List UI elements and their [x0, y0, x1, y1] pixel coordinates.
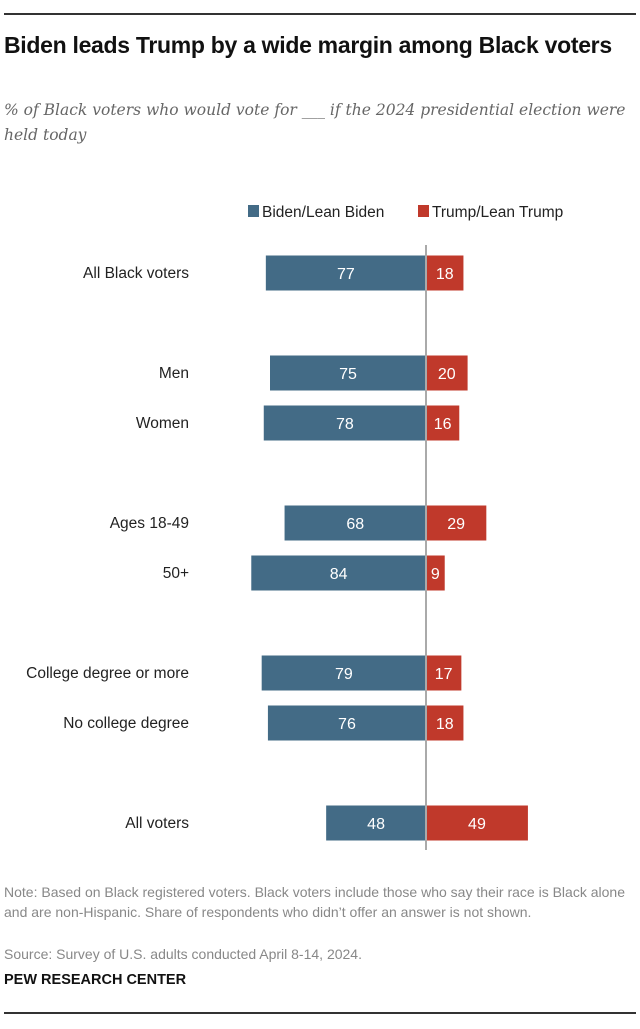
data-label-trump: 18	[436, 716, 454, 733]
bar-trump	[426, 555, 445, 591]
data-label-biden: 76	[338, 716, 356, 733]
category-label: College degree or more	[26, 665, 189, 682]
bar-biden	[265, 255, 426, 291]
bar-trump	[426, 505, 487, 541]
legend-swatch-1	[418, 205, 429, 217]
category-label: Women	[136, 415, 189, 432]
data-label-trump: 17	[435, 666, 453, 683]
chart: Biden/Lean Biden Trump/Lean Trump All Blac…	[26, 204, 563, 850]
data-label-biden: 78	[336, 416, 354, 433]
data-label-biden: 75	[339, 366, 357, 383]
data-label-trump: 16	[434, 416, 452, 433]
bar-trump	[426, 805, 528, 841]
legend-swatch-0	[248, 205, 259, 217]
category-label: Ages 18-49	[110, 515, 189, 532]
legend-label-1: Trump/Lean Trump	[432, 204, 563, 221]
data-label-biden: 48	[367, 816, 385, 833]
bar-biden	[263, 405, 426, 441]
bar-trump	[426, 355, 468, 391]
bar-biden	[326, 805, 426, 841]
data-label-trump: 20	[438, 366, 456, 383]
data-label-trump: 9	[431, 566, 440, 583]
category-label: No college degree	[63, 715, 189, 732]
data-label-biden: 77	[337, 266, 355, 283]
chart-title: Biden leads Trump by a wide margin among…	[4, 32, 612, 58]
bar-trump	[426, 705, 464, 741]
bottom-rule	[4, 1012, 636, 1014]
note: Note: Based on Black registered voters. …	[4, 884, 625, 920]
bar-biden	[267, 705, 426, 741]
bar-biden	[251, 555, 426, 591]
bar-trump	[426, 255, 464, 291]
data-label-biden: 68	[346, 516, 364, 533]
source: Source: Survey of U.S. adults conducted …	[4, 946, 362, 962]
category-label: 50+	[163, 565, 189, 582]
data-label-biden: 84	[330, 566, 348, 583]
bar-biden	[261, 655, 426, 691]
top-rule	[4, 13, 636, 15]
category-label: Men	[159, 365, 189, 382]
data-label-trump: 29	[447, 516, 465, 533]
bar-biden	[284, 505, 426, 541]
category-label: All voters	[125, 815, 189, 832]
bar-trump	[426, 655, 462, 691]
data-label-trump: 49	[468, 816, 486, 833]
bar-biden	[270, 355, 426, 391]
data-label-biden: 79	[335, 666, 353, 683]
category-label: All Black voters	[83, 265, 189, 282]
brand-logo: PEW RESEARCH CENTER	[4, 972, 187, 988]
legend-label-0: Biden/Lean Biden	[262, 204, 384, 221]
chart-subtitle: % of Black voters who would vote for ___…	[4, 101, 626, 144]
bar-trump	[426, 405, 460, 441]
data-label-trump: 18	[436, 266, 454, 283]
